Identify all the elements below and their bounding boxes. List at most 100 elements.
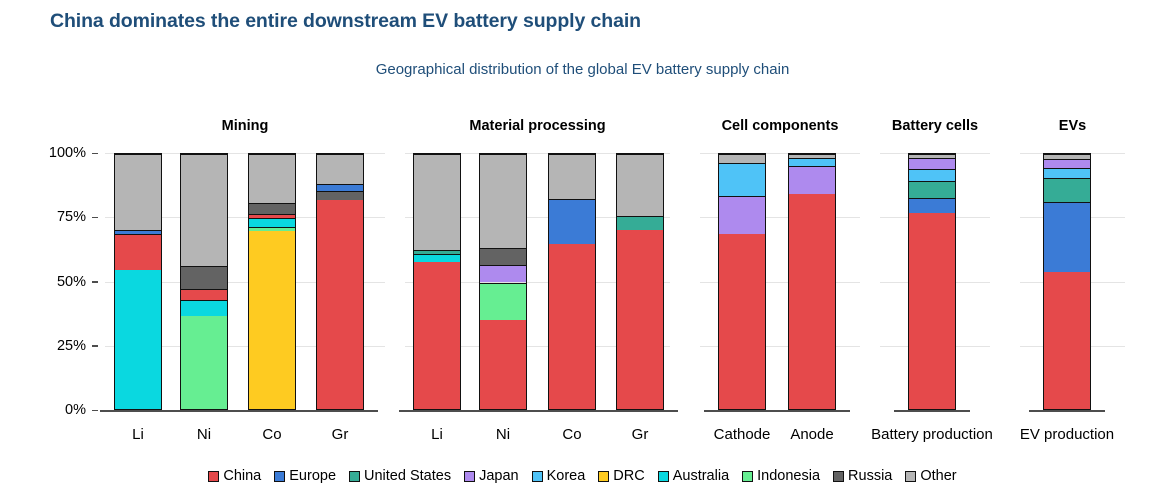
legend-item[interactable]: United States <box>349 468 451 484</box>
bar-segment-japan[interactable] <box>909 157 955 170</box>
y-axis-tick-label: 50% <box>56 273 86 290</box>
stacked-bar[interactable] <box>548 153 596 410</box>
y-axis-tick-mark <box>92 281 98 283</box>
bar-segment-china[interactable] <box>719 233 765 409</box>
bar-segment-other[interactable] <box>909 154 955 158</box>
legend-swatch-icon <box>742 470 754 482</box>
bar-segment-other[interactable] <box>719 154 765 163</box>
bar-segment-other[interactable] <box>115 154 161 230</box>
bar-segment-korea[interactable] <box>1044 168 1090 179</box>
bar-segment-other[interactable] <box>480 154 526 248</box>
legend-swatch-icon <box>349 470 361 482</box>
bar-segment-china[interactable] <box>249 214 295 219</box>
bar-segment-drc[interactable] <box>249 231 295 409</box>
legend-item[interactable]: Australia <box>657 468 729 484</box>
stacked-bar[interactable] <box>718 153 766 410</box>
x-axis-line <box>100 410 378 412</box>
bar-segment-other[interactable] <box>181 154 227 266</box>
bar-segment-china[interactable] <box>617 229 663 409</box>
y-axis-tick-mark <box>92 345 98 347</box>
stacked-bar[interactable] <box>180 153 228 410</box>
legend-item[interactable]: Indonesia <box>742 468 820 484</box>
bar-segment-russia[interactable] <box>480 247 526 265</box>
bar-segment-indonesia[interactable] <box>480 282 526 320</box>
legend-item[interactable]: Japan <box>464 468 519 484</box>
bar-segment-united-states[interactable] <box>909 180 955 198</box>
bar-segment-china[interactable] <box>317 200 363 409</box>
legend-swatch-icon <box>464 470 476 482</box>
bar-segment-australia[interactable] <box>181 300 227 316</box>
bar-segment-other[interactable] <box>249 154 295 203</box>
bar-segment-australia[interactable] <box>115 269 161 409</box>
y-axis-tick-mark <box>92 409 98 411</box>
stacked-bar[interactable] <box>114 153 162 410</box>
bar-segment-japan[interactable] <box>480 264 526 283</box>
bar-segment-indonesia[interactable] <box>181 315 227 409</box>
gridline <box>105 345 385 347</box>
stacked-bar[interactable] <box>479 153 527 410</box>
bar-segment-australia[interactable] <box>249 218 295 228</box>
bar-segment-europe[interactable] <box>317 183 363 192</box>
bar-segment-united-states[interactable] <box>617 215 663 230</box>
legend-label: Indonesia <box>757 468 821 484</box>
bar-segment-other[interactable] <box>617 154 663 216</box>
legend-item[interactable]: Europe <box>274 468 336 484</box>
stacked-bar[interactable] <box>908 153 956 410</box>
legend-label: Japan <box>479 468 519 484</box>
bar-segment-united-states[interactable] <box>1044 178 1090 202</box>
bar-segment-russia[interactable] <box>249 202 295 215</box>
bar-segment-china[interactable] <box>789 193 835 409</box>
legend-swatch-icon <box>531 470 543 482</box>
bar-segment-japan[interactable] <box>1044 159 1090 169</box>
bar-segment-china[interactable] <box>909 213 955 409</box>
bar-segment-russia[interactable] <box>317 191 363 201</box>
stacked-bar[interactable] <box>316 153 364 410</box>
page-title: China dominates the entire downstream EV… <box>50 10 641 32</box>
bar-segment-europe[interactable] <box>1044 201 1090 273</box>
bar-segment-europe[interactable] <box>909 197 955 214</box>
stacked-bar[interactable] <box>413 153 461 410</box>
bar-segment-australia[interactable] <box>414 254 460 262</box>
bar-segment-united-states[interactable] <box>414 250 460 255</box>
stacked-bar[interactable] <box>788 153 836 410</box>
bar-segment-other[interactable] <box>549 154 595 199</box>
bar-segment-other[interactable] <box>789 154 835 158</box>
bar-segment-china[interactable] <box>549 243 595 409</box>
bar-segment-korea[interactable] <box>789 157 835 166</box>
bar-segment-europe[interactable] <box>115 229 161 234</box>
bar-segment-japan[interactable] <box>789 165 835 194</box>
bar-segment-china[interactable] <box>181 288 227 301</box>
bar-segment-korea[interactable] <box>719 162 765 197</box>
bar-segment-korea[interactable] <box>909 169 955 181</box>
chart-subtitle: Geographical distribution of the global … <box>375 61 790 78</box>
bar-segment-other[interactable] <box>1044 154 1090 160</box>
bar-segment-china[interactable] <box>1044 272 1090 409</box>
legend-label: China <box>223 468 262 484</box>
stacked-bar[interactable] <box>248 153 296 410</box>
x-axis-tick-label: Anode <box>790 426 834 443</box>
legend-label: United States <box>364 468 452 484</box>
gridline <box>700 281 860 283</box>
legend-item[interactable]: Russia <box>833 468 892 484</box>
legend-item[interactable]: DRC <box>598 468 645 484</box>
stacked-bar[interactable] <box>616 153 664 410</box>
bar-segment-russia[interactable] <box>181 265 227 289</box>
legend-item[interactable]: Other <box>905 468 957 484</box>
bar-segment-indonesia[interactable] <box>249 227 295 232</box>
bar-segment-china[interactable] <box>414 261 460 409</box>
x-axis-line <box>894 410 970 412</box>
stacked-bar[interactable] <box>1043 153 1091 410</box>
bar-segment-other[interactable] <box>414 154 460 251</box>
bar-segment-europe[interactable] <box>549 198 595 244</box>
bar-segment-other[interactable] <box>317 154 363 184</box>
bar-segment-japan[interactable] <box>719 196 765 234</box>
bar-segment-china[interactable] <box>480 319 526 409</box>
legend-item[interactable]: China <box>208 468 261 484</box>
legend-item[interactable]: Korea <box>531 468 585 484</box>
gridline <box>405 281 670 283</box>
legend-swatch-icon <box>905 470 917 482</box>
y-axis-tick-label: 25% <box>56 337 86 354</box>
gridline <box>405 153 670 154</box>
gridline <box>105 153 385 154</box>
bar-segment-china[interactable] <box>115 233 161 270</box>
